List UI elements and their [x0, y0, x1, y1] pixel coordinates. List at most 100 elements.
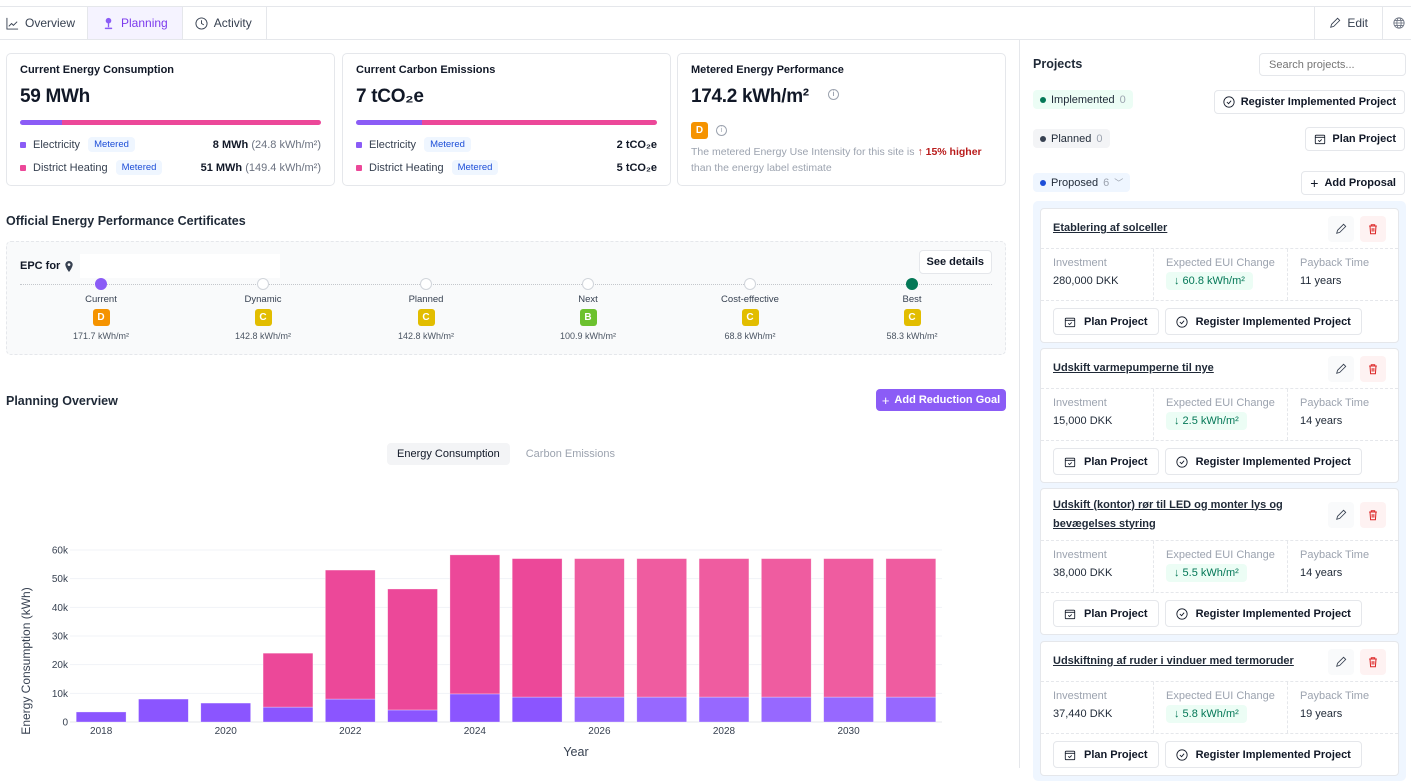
step-marker — [906, 278, 918, 290]
eui-change-badge: ↓ 60.8 kWh/m² — [1166, 272, 1253, 290]
register-implemented-button[interactable]: Register Implemented Project — [1164, 308, 1362, 335]
tab-activity[interactable]: Activity — [183, 7, 267, 39]
edit-project-button[interactable] — [1328, 648, 1354, 675]
carbon-emissions-card: Current Carbon Emissions 7 tCO₂e Electri… — [342, 53, 671, 186]
payback-stat: Payback Time 19 years — [1288, 682, 1381, 733]
stat-value: 11 years — [1300, 275, 1342, 287]
bar-electricity-2024 — [449, 693, 501, 723]
energy-label-badge: D — [92, 309, 110, 326]
add-reduction-goal-button[interactable]: + Add Reduction Goal — [876, 389, 1006, 411]
button-label: Register Implemented Project — [1240, 96, 1396, 108]
plan-project-button[interactable]: Plan Project — [1053, 308, 1159, 335]
epc-step-dynamic[interactable]: Dynamic C 142.8 kWh/m² — [203, 278, 323, 341]
plan-project-button[interactable]: Plan Project — [1053, 448, 1159, 475]
add-proposal-button[interactable]: + Add Proposal — [1301, 171, 1405, 195]
planning-title: Planning Overview — [6, 394, 118, 408]
check-circle-icon — [1223, 96, 1235, 108]
row-label: Electricity — [33, 138, 81, 151]
x-tick-label: 2022 — [339, 726, 362, 737]
register-implemented-button[interactable]: Register Implemented Project — [1164, 448, 1362, 475]
step-name: Cost-effective — [721, 294, 779, 305]
tab-overview[interactable]: Overview — [0, 7, 89, 39]
proposed-projects-list: Etablering af solceller Investment 280,00… — [1033, 201, 1406, 781]
tab-label: Planning — [121, 16, 168, 30]
step-name: Current — [85, 294, 117, 305]
see-details-button[interactable]: See details — [918, 250, 992, 274]
epc-panel: EPC for See details Current D 171.7 kWh/… — [6, 241, 1006, 355]
heating-share — [62, 120, 321, 125]
value-detail: (149.4 kWh/m²) — [245, 161, 321, 174]
register-implemented-button[interactable]: Register Implemented Project — [1164, 741, 1362, 768]
toggle-carbon-emissions[interactable]: Carbon Emissions — [525, 448, 615, 460]
eui-change-badge: ↓ 2.5 kWh/m² — [1166, 412, 1247, 430]
plan-project-button[interactable]: Plan Project — [1053, 741, 1159, 768]
project-title-link[interactable]: Udskift (kontor) rør til LED og monter l… — [1053, 498, 1283, 530]
button-label: Register Implemented Project — [1195, 607, 1351, 620]
register-implemented-button[interactable]: Register Implemented Project — [1213, 90, 1405, 114]
delete-project-button[interactable] — [1360, 355, 1386, 382]
carbon-total: 7 tCO₂e — [356, 86, 424, 107]
epc-step-cost-effective[interactable]: Cost-effective C 68.8 kWh/m² — [690, 278, 810, 341]
delete-project-button[interactable] — [1360, 648, 1386, 675]
epc-for-label: EPC for — [20, 260, 61, 272]
stat-value: 38,000 DKK — [1053, 567, 1113, 579]
trash-icon — [1369, 656, 1377, 667]
project-title-link[interactable]: Etablering af solceller — [1053, 222, 1168, 234]
bar-electricity-2029 — [761, 696, 812, 723]
epc-step-planned[interactable]: Planned C 142.8 kWh/m² — [366, 278, 486, 341]
heating-row: District Heating Metered 51 MWh (149.4 k… — [20, 159, 321, 176]
project-stats: Investment 15,000 DKK Expected EUI Change… — [1041, 389, 1398, 441]
button-label: Register Implemented Project — [1195, 748, 1351, 761]
button-label: Plan Project — [1084, 748, 1148, 761]
status-dot — [1040, 96, 1046, 103]
status-count: 6 — [1103, 176, 1110, 189]
step-value: 171.7 kWh/m² — [72, 331, 130, 341]
language-button[interactable] — [1382, 7, 1411, 39]
epc-step-best[interactable]: Best C 58.3 kWh/m² — [852, 278, 972, 341]
edit-button[interactable]: Edit — [1314, 7, 1382, 39]
register-implemented-button[interactable]: Register Implemented Project — [1164, 600, 1362, 627]
delete-project-button[interactable] — [1360, 501, 1386, 528]
epc-step-current[interactable]: Current D 171.7 kWh/m² — [41, 278, 161, 341]
edit-project-button[interactable] — [1328, 215, 1354, 242]
button-label: Plan Project — [1332, 133, 1396, 145]
bar-district-heating-2025 — [511, 558, 563, 698]
step-value: 142.8 kWh/m² — [397, 331, 455, 341]
row-value: 5 tCO₂e — [617, 162, 657, 174]
row-label: Electricity — [369, 138, 417, 151]
carbon-share-bar — [356, 120, 657, 125]
x-axis-label: Year — [563, 745, 588, 759]
stat-label: Investment — [1053, 257, 1107, 269]
info-icon[interactable]: i — [716, 125, 727, 136]
delete-project-button[interactable] — [1360, 215, 1386, 242]
stat-value: 37,440 DKK — [1053, 708, 1113, 720]
search-projects-input[interactable] — [1259, 53, 1406, 76]
plan-project-button[interactable]: Plan Project — [1053, 600, 1159, 627]
heating-swatch — [356, 164, 362, 171]
project-card: Udskift (kontor) rør til LED og monter l… — [1040, 488, 1399, 635]
bar-electricity-2018 — [75, 711, 127, 723]
toggle-energy-consumption[interactable]: Energy Consumption — [387, 443, 510, 465]
plus-icon: + — [881, 392, 890, 408]
project-title-link[interactable]: Udskift varmepumperne til nye — [1053, 362, 1214, 374]
chart-line-icon — [6, 17, 19, 30]
payback-stat: Payback Time 14 years — [1288, 541, 1381, 592]
globe-icon — [1393, 17, 1405, 29]
eui-stat: Expected EUI Change ↓ 5.5 kWh/m² — [1154, 541, 1288, 592]
plan-project-button[interactable]: Plan Project — [1305, 127, 1405, 151]
info-icon[interactable]: i — [827, 89, 839, 100]
proposed-status[interactable]: Proposed 6 ﹀ — [1033, 173, 1131, 192]
project-header: Udskiftning af ruder i vinduer med termo… — [1041, 642, 1398, 682]
payback-stat: Payback Time 11 years — [1288, 249, 1381, 300]
edit-project-button[interactable] — [1328, 355, 1354, 382]
eui-change-badge: ↓ 5.8 kWh/m² — [1166, 705, 1247, 723]
project-title-link[interactable]: Udskiftning af ruder i vinduer med termo… — [1053, 655, 1294, 667]
pencil-icon — [1330, 17, 1341, 28]
electricity-share — [356, 120, 423, 125]
edit-project-button[interactable] — [1328, 501, 1354, 528]
tab-planning[interactable]: Planning — [88, 7, 183, 39]
y-tick-label: 60k — [52, 546, 69, 557]
energy-label-badge: C — [417, 309, 435, 326]
bar-electricity-2027 — [636, 696, 687, 723]
epc-step-next[interactable]: Next B 100.9 kWh/m² — [528, 278, 648, 341]
